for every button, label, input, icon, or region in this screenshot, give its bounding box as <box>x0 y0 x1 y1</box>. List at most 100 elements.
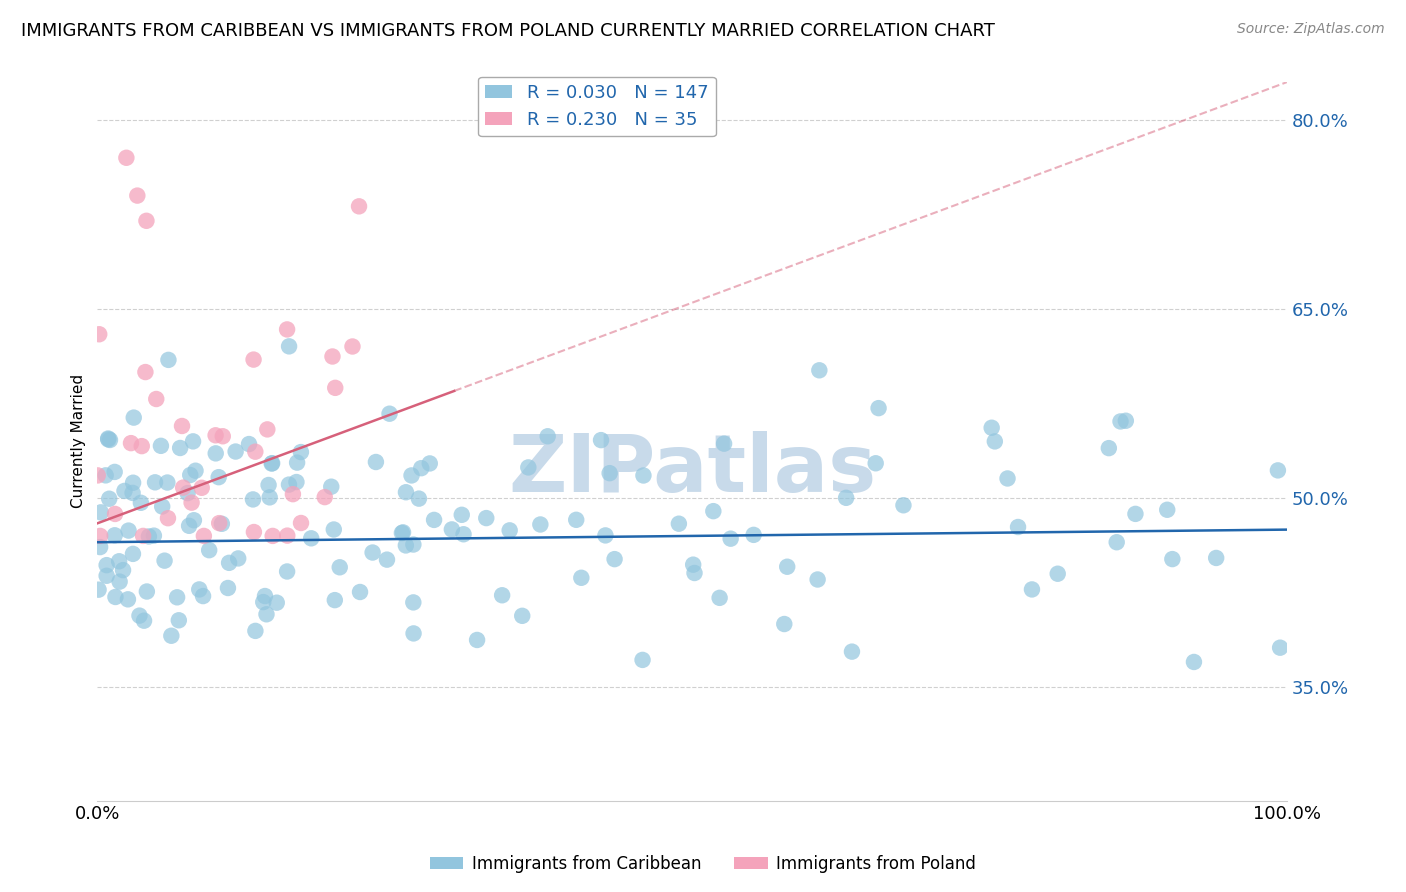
Point <box>1098 441 1121 455</box>
Point <box>510 608 533 623</box>
Point <box>89 529 111 543</box>
Point <box>299 531 322 545</box>
Point <box>143 475 166 490</box>
Point <box>1125 507 1147 521</box>
Point <box>94 468 117 483</box>
Point <box>256 422 278 436</box>
Point <box>450 508 472 522</box>
Point <box>401 468 423 483</box>
Point <box>278 477 301 491</box>
Point <box>453 527 475 541</box>
Point <box>321 480 343 494</box>
Point <box>1205 551 1227 566</box>
Point <box>537 429 560 443</box>
Text: Source: ZipAtlas.com: Source: ZipAtlas.com <box>1237 22 1385 37</box>
Point <box>491 588 513 602</box>
Point <box>984 434 1007 449</box>
Point <box>1182 655 1205 669</box>
Point <box>1268 640 1291 655</box>
Point <box>96 558 118 573</box>
Point <box>245 624 267 638</box>
Point <box>290 516 312 530</box>
Point <box>1021 582 1043 597</box>
Point <box>395 485 418 500</box>
Point <box>108 574 131 589</box>
Point <box>260 457 283 471</box>
Point <box>167 613 190 627</box>
Point <box>402 537 425 551</box>
Point <box>122 410 145 425</box>
Point <box>242 352 264 367</box>
Point <box>191 589 214 603</box>
Point <box>132 529 155 543</box>
Point <box>121 486 143 500</box>
Point <box>156 475 179 490</box>
Point <box>128 608 150 623</box>
Point <box>108 554 131 568</box>
Point <box>395 538 418 552</box>
Point <box>423 513 446 527</box>
Point <box>321 350 343 364</box>
Point <box>808 363 831 377</box>
Point <box>633 468 655 483</box>
Point <box>160 629 183 643</box>
Point <box>104 507 127 521</box>
Legend: Immigrants from Caribbean, Immigrants from Poland: Immigrants from Caribbean, Immigrants fr… <box>423 848 983 880</box>
Point <box>1115 414 1137 428</box>
Point <box>150 500 173 514</box>
Point <box>329 560 352 574</box>
Point <box>475 511 498 525</box>
Point <box>276 528 298 542</box>
Point <box>193 529 215 543</box>
Point <box>166 591 188 605</box>
Point <box>276 322 298 336</box>
Point <box>169 441 191 455</box>
Point <box>997 471 1019 485</box>
Point <box>419 457 441 471</box>
Point <box>243 524 266 539</box>
Point <box>411 461 433 475</box>
Point <box>157 352 180 367</box>
Point <box>865 456 887 470</box>
Point <box>375 552 398 566</box>
Point <box>835 491 858 505</box>
Point <box>122 547 145 561</box>
Point <box>709 591 731 605</box>
Point <box>198 543 221 558</box>
Point <box>440 523 463 537</box>
Point <box>278 339 301 353</box>
Point <box>349 585 371 599</box>
Point <box>262 456 284 470</box>
Point <box>117 592 139 607</box>
Point <box>142 529 165 543</box>
Point <box>257 478 280 492</box>
Point <box>89 540 111 554</box>
Point <box>314 490 336 504</box>
Point <box>176 486 198 500</box>
Point <box>242 492 264 507</box>
Point <box>773 617 796 632</box>
Point <box>1007 520 1029 534</box>
Point <box>499 524 522 538</box>
Point <box>285 475 308 489</box>
Point <box>218 556 240 570</box>
Point <box>281 487 304 501</box>
Point <box>131 439 153 453</box>
Point <box>322 523 344 537</box>
Point <box>266 596 288 610</box>
Point <box>245 444 267 458</box>
Point <box>183 513 205 527</box>
Point <box>1105 535 1128 549</box>
Point <box>392 525 415 540</box>
Point <box>122 475 145 490</box>
Point <box>204 446 226 460</box>
Point <box>1109 414 1132 428</box>
Y-axis label: Currently Married: Currently Married <box>72 375 86 508</box>
Point <box>253 589 276 603</box>
Point <box>402 626 425 640</box>
Point <box>408 491 430 506</box>
Point <box>259 491 281 505</box>
Point <box>180 496 202 510</box>
Point <box>181 434 204 449</box>
Point <box>347 199 370 213</box>
